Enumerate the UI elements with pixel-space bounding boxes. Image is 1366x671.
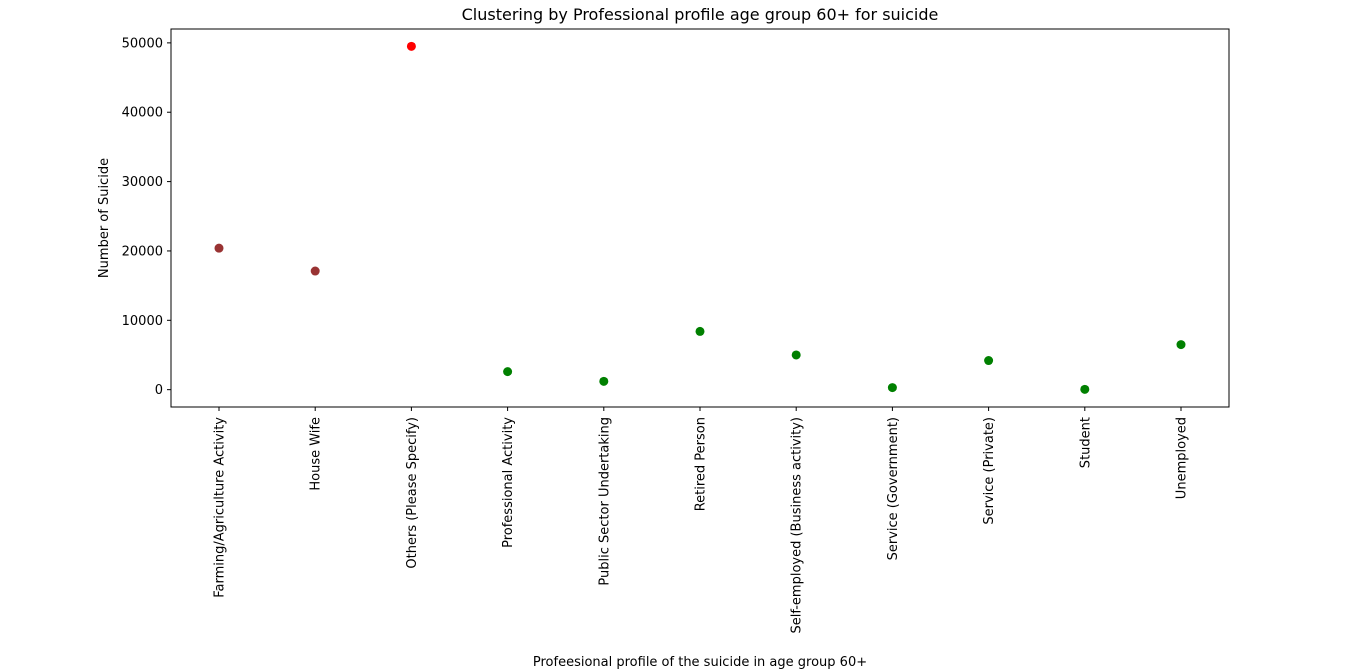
data-point xyxy=(791,350,801,360)
data-point xyxy=(695,326,705,336)
y-tick-label: 40000 xyxy=(122,106,163,121)
x-tick-label: Farming/Agriculture Activity xyxy=(213,417,228,598)
data-point xyxy=(310,266,320,276)
x-tick-label: Self-employed (Business activity) xyxy=(790,417,805,634)
x-tick-label: Professional Activity xyxy=(501,417,516,548)
y-axis: 0 10000 20000 30000 40000 50000 xyxy=(122,36,171,398)
y-tick-label: 0 xyxy=(155,383,163,398)
data-point xyxy=(214,243,224,253)
x-tick-label: Student xyxy=(1078,417,1093,468)
data-point xyxy=(887,383,897,393)
x-tick-label: Others (Please Specify) xyxy=(405,417,420,569)
plot-area xyxy=(170,28,1230,408)
data-point xyxy=(1176,340,1186,350)
y-tick-label: 10000 xyxy=(122,314,163,329)
y-tick-label: 20000 xyxy=(122,244,163,259)
x-tick-label: House Wife xyxy=(309,417,324,491)
data-point xyxy=(503,367,513,377)
y-axis-label: Number of Suicide xyxy=(97,158,112,278)
data-point xyxy=(984,356,994,366)
x-axis: Farming/Agriculture Activity House Wife Ot… xyxy=(213,407,1190,634)
data-point xyxy=(1080,384,1090,394)
x-tick-label: Unemployed xyxy=(1175,417,1190,499)
x-tick-label: Service (Private) xyxy=(982,417,997,525)
x-tick-label: Public Sector Undertaking xyxy=(597,417,612,586)
y-tick-label: 50000 xyxy=(122,36,163,51)
data-points xyxy=(214,41,1186,394)
x-tick-label: Service (Government) xyxy=(886,417,901,560)
chart-title: Clustering by Professional profile age g… xyxy=(462,5,939,24)
x-tick-label: Retired Person xyxy=(694,417,709,511)
data-point xyxy=(599,376,609,386)
data-point xyxy=(406,41,416,51)
x-axis-label: Profeesional profile of the suicide in a… xyxy=(533,655,867,670)
y-tick-label: 30000 xyxy=(122,175,163,190)
